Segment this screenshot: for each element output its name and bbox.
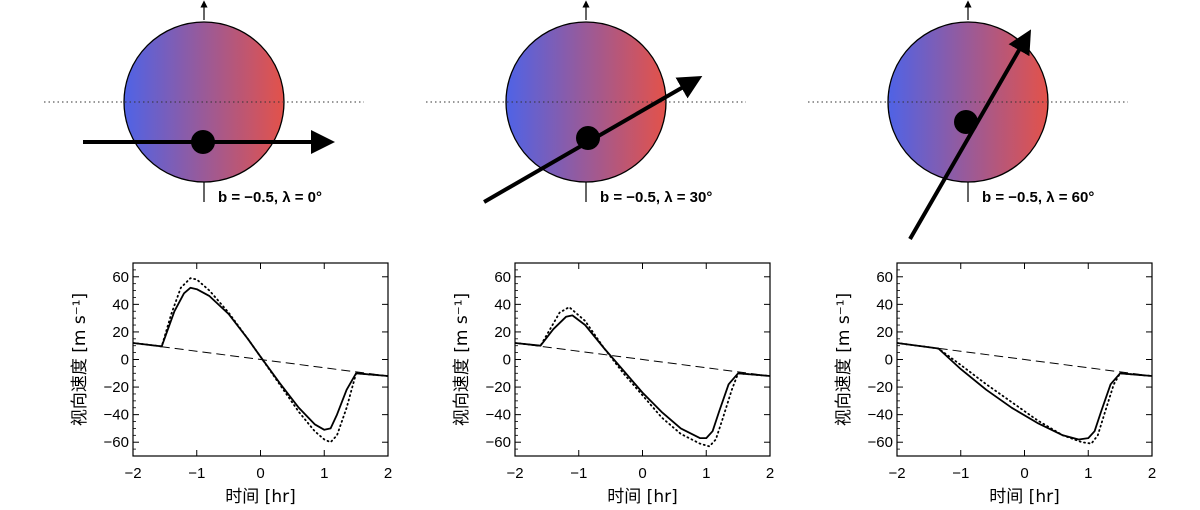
- rv-dotted-line: [515, 306, 770, 448]
- y-tick-label: 40: [494, 296, 511, 313]
- rv-model-line: [515, 314, 770, 440]
- series-group: [133, 277, 388, 444]
- y-tick-label: 0: [121, 352, 129, 369]
- x-tick-label: 0: [256, 465, 264, 482]
- y-tick-label: −60: [868, 434, 893, 451]
- rv-chart: −2 −1 0 1 2 60 40 20 0 −20 −40 −60 时间 [hr] 视向速度 [m s⁻…: [834, 262, 1156, 507]
- x-tick-label: 1: [320, 465, 328, 482]
- transit-diagram: b = −0.5, λ = 0°: [44, 0, 364, 206]
- y-axis-label: 视向速度 [m s⁻¹]: [452, 293, 472, 426]
- series-group: [515, 306, 770, 448]
- y-tick-label: −60: [486, 434, 511, 451]
- y-tick-label: 60: [876, 269, 893, 286]
- planet-disk: [954, 110, 978, 134]
- x-tick-label: −2: [888, 465, 905, 482]
- y-tick-label: −20: [104, 379, 129, 396]
- rv-dotted-line: [133, 277, 388, 444]
- y-tick-label: 40: [112, 296, 129, 313]
- y-axis-label: 视向速度 [m s⁻¹]: [834, 293, 854, 426]
- y-tick-label: 20: [112, 324, 129, 341]
- rv-model-line: [897, 342, 1152, 441]
- y-tick-label: 0: [885, 352, 893, 369]
- x-axis-label: 时间 [hr]: [607, 487, 677, 507]
- y-tick-label: 60: [494, 269, 511, 286]
- panel-1: b = −0.5, λ = 0° −2 −1 0 1 2 60 40 20 0 −20 −40 −60 时…: [44, 0, 392, 507]
- diagram-caption: b = −0.5, λ = 30°: [600, 189, 712, 206]
- y-tick-label: −60: [104, 434, 129, 451]
- planet-disk: [191, 130, 215, 154]
- transit-diagram: b = −0.5, λ = 60°: [808, 0, 1128, 240]
- x-tick-label: −2: [124, 465, 141, 482]
- x-tick-label: 2: [766, 465, 774, 482]
- panel-2: b = −0.5, λ = 30° −2 −1 0 1 2 60 40 20 0 −20 −40 −60…: [426, 0, 774, 507]
- x-tick-label: 1: [1084, 465, 1092, 482]
- diagram-caption: b = −0.5, λ = 60°: [982, 189, 1094, 206]
- rv-chart: −2 −1 0 1 2 60 40 20 0 −20 −40 −60 时间 [hr] 视向速度 [m s⁻…: [452, 262, 774, 507]
- x-tick-label: 0: [638, 465, 646, 482]
- x-tick-label: 2: [1148, 465, 1156, 482]
- y-tick-label: −40: [868, 407, 893, 424]
- y-tick-label: −20: [868, 379, 893, 396]
- orbital-trend-line: [133, 342, 388, 377]
- y-tick-label: 0: [503, 352, 511, 369]
- y-tick-label: 40: [876, 296, 893, 313]
- transit-diagram: b = −0.5, λ = 30°: [426, 0, 746, 206]
- x-tick-label: 1: [702, 465, 710, 482]
- planet-orbit-arrow: [908, 29, 1032, 240]
- rv-dotted-line: [897, 342, 1152, 445]
- x-axis-label: 时间 [hr]: [225, 487, 295, 507]
- y-tick-label: 20: [876, 324, 893, 341]
- x-tick-label: −2: [506, 465, 523, 482]
- y-tick-label: −40: [104, 407, 129, 424]
- series-group: [897, 342, 1152, 445]
- panel-3: b = −0.5, λ = 60° −2 −1 0 1 2 60 40 20 0 −20 −40 −60…: [808, 0, 1156, 507]
- x-axis-label: 时间 [hr]: [989, 487, 1059, 507]
- x-tick-label: 2: [384, 465, 392, 482]
- rv-model-line: [133, 286, 388, 431]
- orbital-trend-line: [515, 342, 770, 377]
- x-tick-label: −1: [188, 465, 205, 482]
- y-tick-label: −20: [486, 379, 511, 396]
- y-tick-label: 60: [112, 269, 129, 286]
- planet-disk: [576, 126, 600, 150]
- x-tick-label: −1: [570, 465, 587, 482]
- x-tick-label: −1: [952, 465, 969, 482]
- x-tick-label: 0: [1020, 465, 1028, 482]
- orbital-trend-line: [897, 342, 1152, 377]
- diagram-caption: b = −0.5, λ = 0°: [218, 189, 322, 206]
- y-axis-label: 视向速度 [m s⁻¹]: [70, 293, 90, 426]
- y-tick-label: −40: [486, 407, 511, 424]
- rv-chart: −2 −1 0 1 2 60 40 20 0 −20 −40 −60 时间 [hr] 视向速度 [m s⁻…: [70, 262, 392, 507]
- y-tick-label: 20: [494, 324, 511, 341]
